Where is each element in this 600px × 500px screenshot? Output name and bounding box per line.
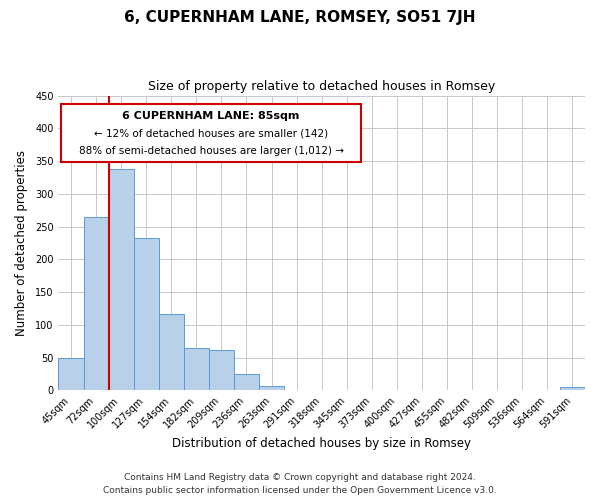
Text: ← 12% of detached houses are smaller (142): ← 12% of detached houses are smaller (14…: [94, 128, 328, 138]
Y-axis label: Number of detached properties: Number of detached properties: [15, 150, 28, 336]
X-axis label: Distribution of detached houses by size in Romsey: Distribution of detached houses by size …: [172, 437, 471, 450]
Bar: [259, 386, 284, 390]
Bar: [184, 348, 209, 391]
Text: 6 CUPERNHAM LANE: 85sqm: 6 CUPERNHAM LANE: 85sqm: [122, 110, 300, 120]
Text: 88% of semi-detached houses are larger (1,012) →: 88% of semi-detached houses are larger (…: [79, 146, 344, 156]
Bar: [560, 387, 585, 390]
Bar: [159, 314, 184, 390]
Bar: [134, 238, 159, 390]
Title: Size of property relative to detached houses in Romsey: Size of property relative to detached ho…: [148, 80, 496, 93]
Bar: [83, 216, 109, 390]
Bar: [58, 358, 83, 390]
Text: 6, CUPERNHAM LANE, ROMSEY, SO51 7JH: 6, CUPERNHAM LANE, ROMSEY, SO51 7JH: [124, 10, 476, 25]
Bar: [234, 374, 259, 390]
Bar: [109, 169, 134, 390]
Text: Contains HM Land Registry data © Crown copyright and database right 2024.
Contai: Contains HM Land Registry data © Crown c…: [103, 474, 497, 495]
Bar: [209, 350, 234, 391]
FancyBboxPatch shape: [61, 104, 361, 162]
